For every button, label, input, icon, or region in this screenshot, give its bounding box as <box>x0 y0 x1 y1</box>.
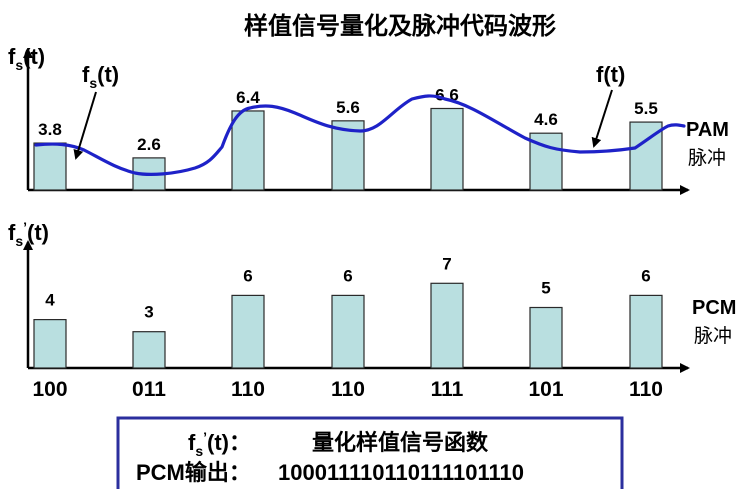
pcm-level-bars: 4 3 6 6 7 5 6 <box>33 254 663 369</box>
bottom-panel: fs’(t) 4 3 6 6 7 5 6 100 011 110 110 111 101 110 PCM… <box>8 219 736 401</box>
pcm-bar-label: 6 <box>641 266 650 285</box>
pcm-code: 101 <box>528 378 563 401</box>
legend-box-border <box>116 416 624 494</box>
pam-label: PAM <box>686 119 729 141</box>
pcm-codes: 100 011 110 110 111 101 110 <box>32 378 662 401</box>
pcm-bar-label: 4 <box>45 291 55 310</box>
signal-curve <box>34 94 686 176</box>
pam-bar <box>231 110 265 191</box>
bottom-axis-label: fs’(t) <box>8 219 49 249</box>
legend-line1-label: fs’(t)： <box>188 429 251 459</box>
pcm-bar-label: 3 <box>144 303 153 322</box>
pcm-code: 100 <box>32 378 67 401</box>
legend-line2-label: PCM输出： <box>136 460 251 485</box>
diagram-title: 样值信号量化及脉冲代码波形 <box>244 12 556 40</box>
pam-bar-label: 4.6 <box>534 110 558 129</box>
pcm-bar <box>629 294 663 369</box>
pcm-code: 110 <box>331 378 365 401</box>
pam-bar-label: 3.8 <box>38 120 62 139</box>
pcm-code: 111 <box>431 378 464 401</box>
top-axis-label: fs(t) <box>8 44 45 73</box>
pcm-bar <box>231 294 265 369</box>
pcm-bar <box>331 294 365 369</box>
pam-bar-label: 6.4 <box>236 88 260 107</box>
pcm-bar <box>529 306 563 369</box>
legend-box: fs’(t)： 量化样值信号函数 PCM输出： 1000111101101111… <box>116 416 624 494</box>
pcm-bar <box>132 331 166 369</box>
pcm-sublabel: 脉冲 <box>694 325 732 347</box>
pcm-bar-label: 6 <box>243 266 252 285</box>
pcm-bar-label: 6 <box>343 266 352 285</box>
continuous-signal-label: f(t) <box>596 62 625 87</box>
pcm-label: PCM <box>692 297 736 319</box>
pcm-bar <box>33 319 67 369</box>
pam-bar-label: 5.6 <box>336 98 360 117</box>
pam-bar <box>33 142 67 191</box>
pam-bar-label: 5.5 <box>634 99 658 118</box>
legend-line1-text: 量化样值信号函数 <box>312 430 489 455</box>
sample-signal-arrow <box>73 91 97 160</box>
pam-bar-label: 2.6 <box>137 135 161 154</box>
legend-line2-text: 100011110110111101110 <box>278 460 524 485</box>
continuous-signal-arrow <box>591 89 613 148</box>
sample-signal-label: fs(t) <box>82 62 119 91</box>
pcm-bar-label: 7 <box>442 254 451 273</box>
pam-sublabel: 脉冲 <box>688 147 726 169</box>
top-panel: fs(t) 3.82.66.45.66.64.65.5 fs(t) f(t) P… <box>8 44 729 195</box>
pam-bar <box>430 107 464 191</box>
pcm-code: 110 <box>629 378 663 401</box>
pcm-bar <box>430 282 464 369</box>
pcm-bar-label: 5 <box>541 279 550 298</box>
pcm-code: 011 <box>132 378 166 401</box>
pcm-code: 110 <box>231 378 265 401</box>
pam-sample-bars: 3.82.66.45.66.64.65.5 <box>33 85 663 191</box>
